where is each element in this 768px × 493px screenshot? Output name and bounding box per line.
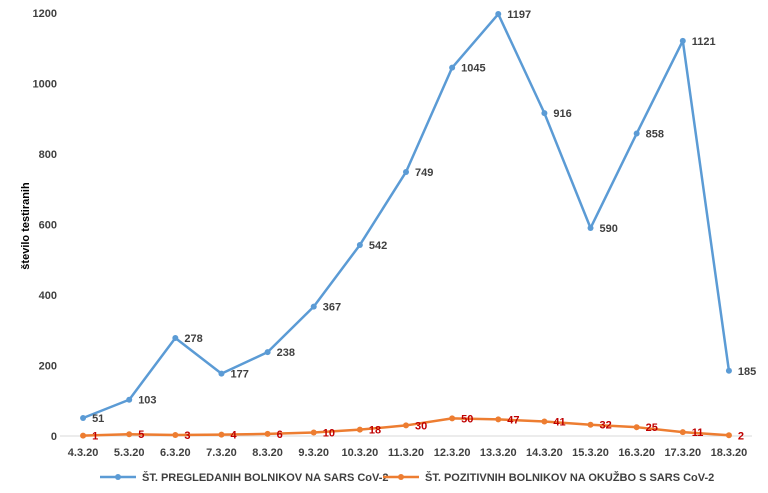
- x-tick-label: 12.3.20: [434, 447, 471, 459]
- data-point: [495, 11, 502, 18]
- data-point: [356, 426, 363, 433]
- x-tick-label: 13.3.20: [480, 447, 517, 459]
- x-tick-label: 11.3.20: [388, 447, 424, 459]
- data-label: 749: [415, 167, 433, 179]
- data-point: [264, 430, 271, 437]
- y-tick-label: 600: [39, 220, 57, 232]
- data-point: [356, 241, 363, 248]
- data-label: 5: [138, 429, 144, 441]
- y-tick-label: 1000: [33, 79, 57, 91]
- data-label: 177: [230, 369, 248, 381]
- data-label: 367: [323, 302, 341, 314]
- x-tick-label: 8.3.20: [252, 447, 283, 459]
- data-point: [449, 64, 456, 71]
- legend: ŠT. PREGLEDANIH BOLNIKOV NA SARS CoV-2 ŠT…: [100, 471, 714, 484]
- data-point: [310, 303, 317, 310]
- data-point: [725, 432, 732, 439]
- data-label: 542: [369, 240, 387, 252]
- data-label: 2: [738, 430, 744, 442]
- data-label: 238: [277, 347, 295, 359]
- data-point: [310, 429, 317, 436]
- data-point: [264, 349, 271, 356]
- y-axis-ticks: 0 200 400 600 800 1000 1200: [33, 8, 57, 443]
- data-point: [80, 432, 87, 439]
- y-tick-label: 400: [39, 290, 57, 302]
- data-point: [541, 110, 548, 117]
- x-tick-label: 4.3.20: [68, 447, 99, 459]
- data-label: 51: [92, 413, 104, 425]
- series-line: [82, 12, 731, 420]
- data-point: [679, 429, 686, 436]
- series-2: 1 5 3 4 6 10 18 30 50 47 41 32 25 11 2: [80, 413, 744, 443]
- x-tick-label: 6.3.20: [160, 447, 191, 459]
- data-point: [172, 335, 179, 342]
- data-point: [587, 225, 594, 232]
- data-label: 1197: [507, 9, 531, 21]
- y-axis-label: število testiranih: [20, 182, 32, 270]
- x-tick-label: 18.3.20: [711, 447, 748, 459]
- x-tick-label: 17.3.20: [664, 447, 701, 459]
- data-label: 278: [184, 333, 202, 345]
- legend-swatch-marker: [398, 474, 404, 480]
- data-point: [403, 422, 409, 429]
- data-point: [218, 431, 225, 438]
- data-point: [449, 415, 456, 422]
- data-label: 6: [277, 429, 283, 441]
- data-point: [495, 416, 502, 423]
- x-tick-label: 15.3.20: [572, 447, 609, 459]
- y-tick-label: 1200: [33, 8, 57, 20]
- data-label: 590: [600, 223, 618, 235]
- data-point: [587, 421, 594, 428]
- series-1: 51 103 278 177 238 367 542 749 1045 1197 916 590 858…: [80, 9, 756, 425]
- data-point: [541, 418, 548, 425]
- data-label: 18: [369, 425, 381, 437]
- data-point: [126, 431, 133, 438]
- series-group: 5110327817723836754274910451197916590858…: [80, 9, 756, 443]
- y-tick-label: 0: [51, 431, 57, 443]
- x-tick-label: 14.3.20: [526, 447, 563, 459]
- data-point: [679, 37, 686, 44]
- x-tick-label: 10.3.20: [342, 447, 379, 459]
- data-label: 858: [646, 129, 664, 141]
- data-label: 3: [184, 430, 190, 442]
- data-label: 1121: [692, 36, 716, 48]
- data-label: 1045: [461, 63, 485, 75]
- data-point: [172, 431, 179, 438]
- data-label: 1: [92, 431, 98, 443]
- data-label: 916: [553, 108, 571, 120]
- data-point: [80, 415, 87, 422]
- data-label: 30: [415, 420, 427, 432]
- data-label: 50: [461, 413, 473, 425]
- data-label: 185: [738, 366, 756, 378]
- x-axis-ticks: 4.3.20 5.3.20 6.3.20 7.3.20 8.3.20 9.3.20 10.3…: [68, 447, 748, 459]
- data-point: [633, 130, 640, 137]
- data-label: 10: [323, 427, 335, 439]
- x-tick-label: 9.3.20: [298, 447, 329, 459]
- data-point: [218, 370, 225, 377]
- x-tick-label: 16.3.20: [618, 447, 655, 459]
- data-label: 11: [692, 427, 704, 439]
- data-point: [725, 367, 732, 374]
- x-tick-label: 7.3.20: [206, 447, 237, 459]
- x-tick-label: 5.3.20: [114, 447, 145, 459]
- data-label: 4: [230, 430, 237, 442]
- data-point: [126, 396, 133, 403]
- y-tick-label: 800: [39, 149, 57, 161]
- data-point: [633, 424, 640, 431]
- data-label: 47: [507, 414, 519, 426]
- legend-swatch-marker: [115, 474, 121, 480]
- data-label: 25: [646, 422, 658, 434]
- y-tick-label: 200: [39, 361, 57, 373]
- legend-label: ŠT. POZITIVNIH BOLNIKOV NA OKUŽBO S SARS…: [425, 471, 714, 484]
- legend-label: ŠT. PREGLEDANIH BOLNIKOV NA SARS CoV-2: [142, 471, 389, 484]
- data-label: 103: [138, 395, 156, 407]
- data-label: 32: [600, 420, 612, 432]
- data-point: [403, 168, 409, 175]
- data-label: 41: [553, 417, 565, 429]
